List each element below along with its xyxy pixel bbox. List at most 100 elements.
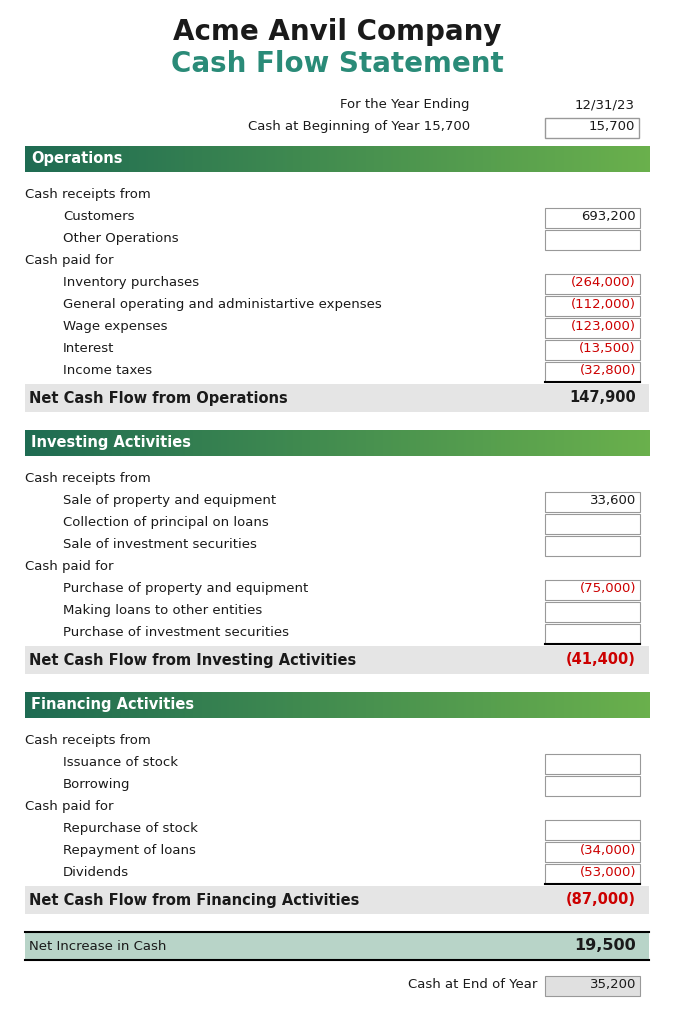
Bar bbox=[127, 692, 129, 718]
Bar bbox=[431, 692, 433, 718]
Bar bbox=[545, 118, 639, 138]
Bar bbox=[154, 146, 156, 172]
Bar bbox=[448, 146, 450, 172]
Bar bbox=[537, 146, 539, 172]
Bar bbox=[479, 146, 481, 172]
Bar bbox=[460, 430, 462, 456]
Bar bbox=[187, 146, 190, 172]
Bar bbox=[86, 146, 88, 172]
Bar bbox=[632, 146, 635, 172]
Bar bbox=[79, 692, 82, 718]
Bar bbox=[345, 692, 348, 718]
Bar bbox=[389, 146, 392, 172]
Text: Net Cash Flow from Operations: Net Cash Flow from Operations bbox=[29, 390, 288, 406]
Bar bbox=[366, 430, 369, 456]
Bar bbox=[477, 430, 479, 456]
Bar bbox=[545, 624, 640, 644]
Bar bbox=[272, 692, 275, 718]
Bar bbox=[73, 430, 75, 456]
Bar bbox=[563, 430, 566, 456]
Bar bbox=[299, 692, 302, 718]
Bar bbox=[563, 692, 566, 718]
Bar bbox=[324, 430, 327, 456]
Bar bbox=[454, 146, 456, 172]
Bar bbox=[268, 430, 271, 456]
Bar bbox=[545, 692, 547, 718]
Bar bbox=[258, 692, 261, 718]
Bar bbox=[545, 602, 640, 622]
Bar bbox=[458, 146, 460, 172]
Bar bbox=[256, 430, 258, 456]
Bar bbox=[410, 692, 412, 718]
Bar bbox=[115, 146, 117, 172]
Bar bbox=[643, 146, 645, 172]
Bar bbox=[302, 430, 304, 456]
Bar bbox=[557, 430, 560, 456]
Text: Collection of principal on loans: Collection of principal on loans bbox=[63, 516, 269, 529]
Bar bbox=[175, 430, 177, 456]
Bar bbox=[200, 430, 202, 456]
Bar bbox=[588, 146, 591, 172]
Bar bbox=[33, 146, 36, 172]
Bar bbox=[160, 692, 163, 718]
Bar bbox=[368, 692, 371, 718]
Bar bbox=[214, 146, 217, 172]
Bar bbox=[493, 692, 495, 718]
Bar bbox=[202, 430, 204, 456]
Bar bbox=[152, 692, 154, 718]
Bar bbox=[549, 692, 552, 718]
Bar bbox=[191, 430, 194, 456]
Bar bbox=[514, 692, 516, 718]
Bar bbox=[312, 146, 315, 172]
Bar bbox=[491, 146, 493, 172]
Bar bbox=[316, 146, 319, 172]
Bar bbox=[239, 692, 242, 718]
Bar bbox=[530, 430, 533, 456]
Bar bbox=[84, 692, 86, 718]
Bar bbox=[56, 692, 59, 718]
Bar bbox=[322, 692, 325, 718]
Bar bbox=[237, 146, 240, 172]
Bar bbox=[377, 146, 379, 172]
Bar bbox=[576, 430, 579, 456]
Bar bbox=[618, 146, 620, 172]
Bar bbox=[25, 430, 28, 456]
Bar bbox=[393, 692, 396, 718]
Bar bbox=[574, 146, 577, 172]
Bar bbox=[185, 692, 188, 718]
Bar bbox=[137, 692, 140, 718]
Bar bbox=[229, 430, 231, 456]
Bar bbox=[433, 430, 435, 456]
Bar bbox=[129, 146, 131, 172]
Bar bbox=[77, 430, 80, 456]
Bar bbox=[450, 146, 452, 172]
Bar bbox=[127, 430, 129, 456]
Bar bbox=[474, 430, 477, 456]
Bar bbox=[117, 430, 119, 456]
Bar bbox=[454, 430, 456, 456]
Bar bbox=[86, 692, 88, 718]
Bar bbox=[237, 430, 240, 456]
Bar bbox=[524, 692, 527, 718]
Bar bbox=[233, 430, 236, 456]
Bar bbox=[638, 692, 641, 718]
Bar bbox=[545, 536, 640, 556]
Bar bbox=[616, 692, 618, 718]
Bar bbox=[197, 430, 200, 456]
Bar bbox=[497, 430, 499, 456]
Bar bbox=[605, 692, 608, 718]
Bar bbox=[266, 146, 269, 172]
Bar bbox=[79, 146, 82, 172]
Bar bbox=[545, 274, 640, 294]
Bar bbox=[152, 146, 154, 172]
Bar bbox=[397, 430, 400, 456]
Bar bbox=[88, 146, 90, 172]
Bar bbox=[295, 430, 298, 456]
Bar bbox=[578, 430, 581, 456]
Text: (41,400): (41,400) bbox=[566, 652, 636, 668]
Bar bbox=[287, 146, 290, 172]
Bar bbox=[518, 146, 520, 172]
Bar bbox=[140, 430, 142, 456]
Bar bbox=[483, 692, 485, 718]
Bar bbox=[632, 430, 635, 456]
